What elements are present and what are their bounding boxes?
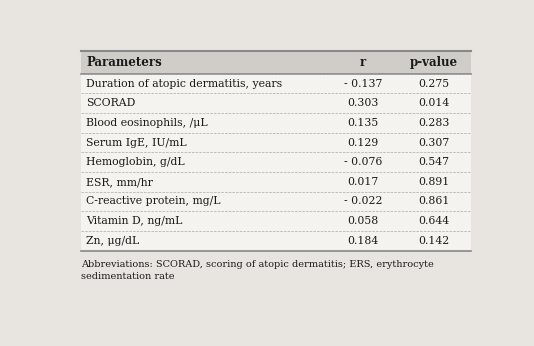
Bar	[397, 192, 472, 211]
Bar	[397, 152, 472, 172]
Text: 0.135: 0.135	[347, 118, 379, 128]
Bar	[397, 51, 472, 74]
Text: - 0.022: - 0.022	[344, 197, 382, 207]
Bar	[81, 192, 329, 211]
Text: r: r	[360, 56, 366, 69]
Bar	[329, 113, 397, 133]
Bar	[81, 113, 329, 133]
Bar	[329, 152, 397, 172]
Text: - 0.137: - 0.137	[344, 79, 382, 89]
Bar	[397, 231, 472, 251]
Text: 0.142: 0.142	[419, 236, 450, 246]
Bar	[329, 74, 397, 93]
Bar	[81, 152, 329, 172]
Text: 0.644: 0.644	[419, 216, 450, 226]
Bar	[329, 93, 397, 113]
Text: 0.058: 0.058	[347, 216, 379, 226]
Text: Zn, μg/dL: Zn, μg/dL	[86, 236, 139, 246]
Bar	[329, 211, 397, 231]
Bar	[329, 231, 397, 251]
Text: Blood eosinophils, /μL: Blood eosinophils, /μL	[86, 118, 208, 128]
Text: - 0.076: - 0.076	[344, 157, 382, 167]
Text: 0.275: 0.275	[419, 79, 450, 89]
Bar	[329, 51, 397, 74]
Bar	[81, 74, 329, 93]
Text: 0.129: 0.129	[347, 138, 379, 148]
Bar	[81, 211, 329, 231]
Bar	[81, 133, 329, 152]
Text: Hemoglobin, g/dL: Hemoglobin, g/dL	[86, 157, 185, 167]
Text: Duration of atopic dermatitis, years: Duration of atopic dermatitis, years	[86, 79, 282, 89]
Text: 0.547: 0.547	[419, 157, 450, 167]
Text: Vitamin D, ng/mL: Vitamin D, ng/mL	[86, 216, 183, 226]
Text: SCORAD: SCORAD	[86, 98, 136, 108]
Bar	[329, 192, 397, 211]
Text: C-reactive protein, mg/L: C-reactive protein, mg/L	[86, 197, 221, 207]
Bar	[397, 113, 472, 133]
Bar	[81, 93, 329, 113]
Bar	[397, 211, 472, 231]
Text: 0.303: 0.303	[347, 98, 379, 108]
Bar	[81, 172, 329, 192]
Bar	[81, 231, 329, 251]
Text: 0.283: 0.283	[419, 118, 450, 128]
Text: p-value: p-value	[410, 56, 458, 69]
Bar	[397, 93, 472, 113]
Text: 0.014: 0.014	[419, 98, 450, 108]
Text: 0.017: 0.017	[347, 177, 379, 187]
Bar	[397, 74, 472, 93]
Bar	[81, 51, 329, 74]
Text: ESR, mm/hr: ESR, mm/hr	[86, 177, 153, 187]
Bar	[329, 133, 397, 152]
Bar	[397, 172, 472, 192]
Bar	[329, 172, 397, 192]
Text: 0.307: 0.307	[419, 138, 450, 148]
Bar	[397, 133, 472, 152]
Text: 0.861: 0.861	[419, 197, 450, 207]
Text: 0.184: 0.184	[347, 236, 379, 246]
Text: 0.891: 0.891	[419, 177, 450, 187]
Text: Abbreviations: SCORAD, scoring of atopic dermatitis; ERS, erythrocyte
sedimentat: Abbreviations: SCORAD, scoring of atopic…	[81, 260, 434, 281]
Text: Serum IgE, IU/mL: Serum IgE, IU/mL	[86, 138, 187, 148]
Text: Parameters: Parameters	[86, 56, 162, 69]
